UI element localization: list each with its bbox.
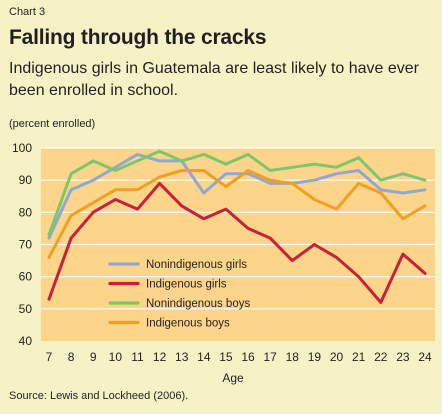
y-tick-label: 100 <box>12 141 32 155</box>
chart-title: Falling through the cracks <box>9 26 267 49</box>
x-tick-label: 24 <box>418 350 432 364</box>
x-tick-label: 13 <box>175 350 189 364</box>
y-axis-unit-label: (percent enrolled) <box>9 118 96 130</box>
y-tick-label: 80 <box>19 205 33 219</box>
gridlines <box>41 147 435 310</box>
legend-label: Indigenous girls <box>146 279 227 291</box>
x-tick-label: 17 <box>263 350 277 364</box>
x-tick-label: 22 <box>374 350 388 364</box>
x-tick-label: 19 <box>308 350 322 364</box>
chart-number-label: Chart 3 <box>9 6 46 18</box>
x-tick-label: 16 <box>241 350 255 364</box>
x-tick-label: 9 <box>90 350 97 364</box>
x-tick-label: 7 <box>46 350 53 364</box>
x-tick-label: 14 <box>197 350 211 364</box>
x-tick-label: 11 <box>131 350 144 364</box>
series-line-indigenous-girls <box>47 181 427 304</box>
y-axis-ticks: 40 50 60 70 80 90 100 <box>12 141 32 348</box>
x-tick-label: 18 <box>286 350 300 364</box>
chart-subtitle: Indigenous girls in Guatemala are least … <box>9 60 419 99</box>
x-tick-label: 21 <box>352 350 366 364</box>
legend-label: Nonindigenous boys <box>146 298 250 310</box>
series-line-indigenous-boys <box>47 169 427 259</box>
x-tick-label: 12 <box>153 350 167 364</box>
x-axis-ticks: 7 8 9 10 11 12 13 14 15 16 17 18 19 20 21 22 23 24 <box>46 350 432 364</box>
legend-label: Indigenous boys <box>146 318 230 330</box>
x-tick-label: 20 <box>330 350 344 364</box>
y-tick-label: 70 <box>19 238 33 252</box>
y-tick-label: 40 <box>19 334 33 348</box>
x-tick-label: 23 <box>396 350 410 364</box>
y-tick-label: 90 <box>19 173 33 187</box>
x-axis-label: Age <box>222 371 244 385</box>
source-note: Source: Lewis and Lockheed (2006). <box>9 390 189 402</box>
y-tick-label: 50 <box>19 302 33 316</box>
series-lines <box>47 149 427 304</box>
x-tick-label: 15 <box>219 350 233 364</box>
series-line-nonindigenous-boys <box>47 149 427 237</box>
x-tick-label: 8 <box>68 350 75 364</box>
x-tick-label: 10 <box>109 350 123 364</box>
y-tick-label: 60 <box>19 270 33 284</box>
legend: Nonindigenous girls Indigenous girls Nonin… <box>108 259 250 330</box>
legend-label: Nonindigenous girls <box>146 259 247 271</box>
